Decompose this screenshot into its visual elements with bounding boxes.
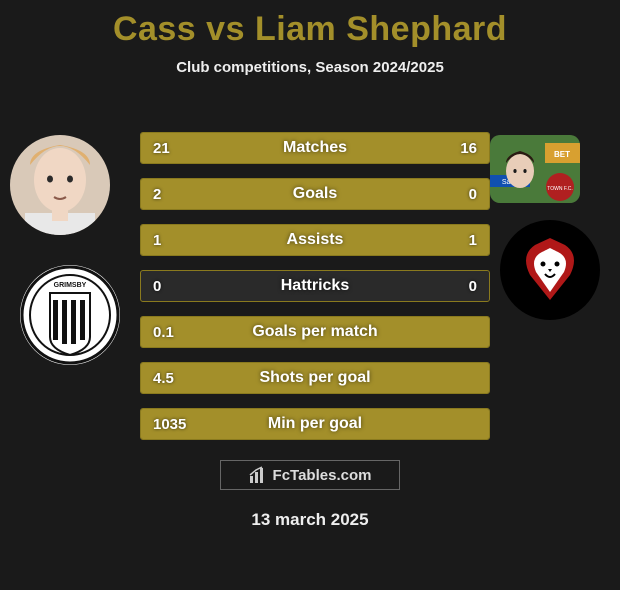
player-left-club-badge: GRIMSBY: [20, 265, 120, 365]
player-left-avatar: [10, 135, 110, 235]
stat-label: Goals: [141, 179, 489, 209]
stat-row: 4.5Shots per goal: [140, 362, 490, 394]
stat-label: Assists: [141, 225, 489, 255]
title-left: Cass: [113, 10, 196, 48]
page-title: Cass vs Liam Shephard: [0, 10, 620, 49]
stat-row: 0.1Goals per match: [140, 316, 490, 348]
stat-row: 1035Min per goal: [140, 408, 490, 440]
footer-brand-box: FcTables.com: [220, 460, 400, 490]
stat-row: 11Assists: [140, 224, 490, 256]
stat-label: Min per goal: [141, 409, 489, 439]
stat-row: 00Hattricks: [140, 270, 490, 302]
svg-text:GRIMSBY: GRIMSBY: [54, 282, 87, 289]
stat-label: Hattricks: [141, 271, 489, 301]
player-right-avatar: BET Sand TOWN F.C.: [490, 135, 580, 203]
stat-label: Matches: [141, 133, 489, 163]
chart-icon: [249, 466, 267, 484]
svg-text:TOWN F.C.: TOWN F.C.: [547, 186, 572, 192]
stat-label: Shots per goal: [141, 363, 489, 393]
footer-date: 13 march 2025: [0, 510, 620, 530]
stats-bar-list: 2116Matches 20Goals 11Assists 00Hattricks 0.…: [140, 132, 490, 454]
svg-text:BET: BET: [554, 150, 570, 159]
subtitle: Club competitions, Season 2024/2025: [0, 59, 620, 76]
stat-label: Goals per match: [141, 317, 489, 347]
stat-row: 2116Matches: [140, 132, 490, 164]
player-right-club-badge: [500, 220, 600, 320]
title-vs: vs: [196, 10, 255, 48]
title-right: Liam Shephard: [255, 10, 507, 48]
stat-row: 20Goals: [140, 178, 490, 210]
footer-brand-text: FcTables.com: [273, 467, 372, 484]
